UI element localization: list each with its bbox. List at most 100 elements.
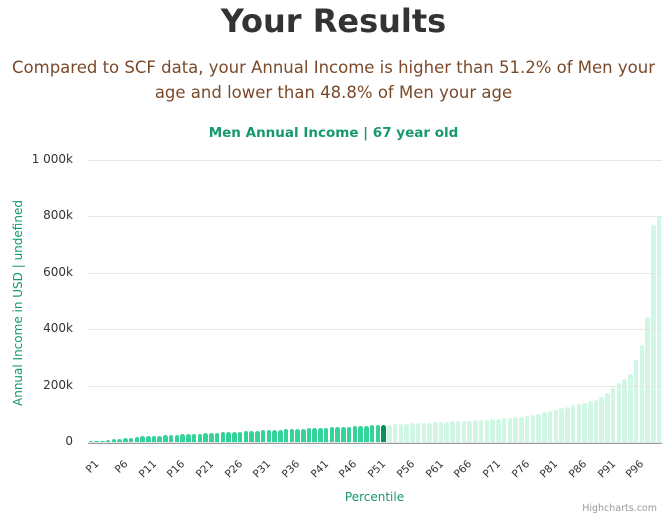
percentile-bar[interactable] <box>507 417 513 442</box>
percentile-bar[interactable] <box>565 406 570 442</box>
percentile-bar[interactable] <box>232 431 237 442</box>
percentile-bar[interactable] <box>593 399 599 442</box>
percentile-bar[interactable] <box>364 425 369 442</box>
percentile-bar[interactable] <box>559 408 564 442</box>
percentile-bar[interactable] <box>639 344 645 442</box>
percentile-bar[interactable] <box>415 423 421 442</box>
percentile-bar[interactable] <box>295 428 300 442</box>
percentile-bar[interactable] <box>197 433 203 442</box>
percentile-bar[interactable] <box>341 426 346 442</box>
percentile-bar[interactable] <box>94 441 99 442</box>
percentile-bar[interactable] <box>622 378 627 442</box>
percentile-bar[interactable] <box>146 436 151 442</box>
percentile-bar[interactable] <box>398 423 404 442</box>
percentile-bar[interactable] <box>633 360 639 442</box>
percentile-bar[interactable] <box>467 420 472 442</box>
percentile-bar[interactable] <box>576 403 582 442</box>
percentile-bar[interactable] <box>123 438 128 442</box>
percentile-bar[interactable] <box>450 421 455 442</box>
percentile-bar[interactable] <box>524 415 530 442</box>
percentile-bar[interactable] <box>616 382 622 442</box>
percentile-bar[interactable] <box>501 418 507 442</box>
percentile-bar[interactable] <box>346 426 352 442</box>
percentile-bar[interactable] <box>289 429 295 442</box>
percentile-bar[interactable] <box>536 413 541 442</box>
percentile-bar[interactable] <box>570 405 576 442</box>
percentile-bar[interactable] <box>496 418 501 442</box>
percentile-bar[interactable] <box>427 422 432 442</box>
percentile-bar[interactable] <box>392 424 398 442</box>
percentile-bar[interactable] <box>421 422 427 442</box>
percentile-bar[interactable] <box>375 425 381 442</box>
percentile-bar[interactable] <box>226 432 231 442</box>
percentile-bar[interactable] <box>438 421 444 442</box>
percentile-bar[interactable] <box>478 420 484 442</box>
percentile-bar[interactable] <box>111 439 117 442</box>
percentile-bar[interactable] <box>312 428 317 442</box>
percentile-bar[interactable] <box>352 426 358 442</box>
percentile-bar[interactable] <box>587 401 593 442</box>
percentile-bar[interactable] <box>186 434 191 442</box>
percentile-bar[interactable] <box>278 429 283 442</box>
percentile-bar[interactable] <box>433 422 438 442</box>
percentile-bar[interactable] <box>410 423 415 442</box>
percentile-bar[interactable] <box>519 416 524 442</box>
percentile-bar[interactable] <box>209 432 214 442</box>
percentile-bar[interactable] <box>323 427 329 442</box>
percentile-bar[interactable] <box>628 374 633 442</box>
percentile-bar[interactable] <box>306 428 312 442</box>
percentile-bar[interactable] <box>266 430 272 442</box>
percentile-bar[interactable] <box>249 431 254 442</box>
percentile-bar[interactable] <box>542 412 547 442</box>
percentile-bar[interactable] <box>387 424 392 442</box>
percentile-bar[interactable] <box>318 427 323 442</box>
percentile-bar[interactable] <box>134 436 140 442</box>
percentile-bar[interactable] <box>168 434 174 442</box>
percentile-bar[interactable] <box>180 434 185 442</box>
percentile-bar[interactable] <box>513 417 518 442</box>
percentile-bar[interactable] <box>329 427 335 442</box>
percentile-bar[interactable] <box>214 432 220 442</box>
percentile-bar[interactable] <box>358 425 363 442</box>
percentile-bar[interactable] <box>220 432 226 442</box>
percentile-bar[interactable] <box>610 388 616 442</box>
percentile-bar[interactable] <box>369 425 375 442</box>
percentile-bar[interactable] <box>157 435 162 442</box>
user-percentile-bar[interactable] <box>381 424 386 442</box>
highcharts-credits-link[interactable]: Highcharts.com <box>582 503 657 514</box>
percentile-bar[interactable] <box>582 402 587 442</box>
percentile-bar[interactable] <box>605 392 610 442</box>
percentile-bar[interactable] <box>645 316 650 442</box>
percentile-bar[interactable] <box>444 421 449 442</box>
percentile-bar[interactable] <box>243 431 249 442</box>
percentile-bar[interactable] <box>461 420 467 442</box>
percentile-bar[interactable] <box>599 396 604 442</box>
percentile-bar[interactable] <box>151 435 157 442</box>
percentile-bar[interactable] <box>174 434 180 442</box>
percentile-bar[interactable] <box>455 421 461 442</box>
percentile-bar[interactable] <box>473 420 478 442</box>
percentile-bar[interactable] <box>490 419 495 442</box>
percentile-bar[interactable] <box>237 431 243 442</box>
percentile-bar[interactable] <box>484 419 490 442</box>
percentile-bar[interactable] <box>140 436 145 442</box>
percentile-bar[interactable] <box>203 433 208 442</box>
percentile-bar[interactable] <box>105 440 111 442</box>
percentile-bar[interactable] <box>163 435 168 442</box>
percentile-bar[interactable] <box>272 429 277 442</box>
percentile-bar[interactable] <box>88 441 94 442</box>
percentile-bar[interactable] <box>128 437 134 442</box>
percentile-bar[interactable] <box>191 433 197 442</box>
percentile-bar[interactable] <box>255 430 260 442</box>
percentile-bar[interactable] <box>260 430 266 442</box>
percentile-bar[interactable] <box>283 429 289 442</box>
percentile-bar[interactable] <box>651 224 656 442</box>
percentile-bar[interactable] <box>335 427 340 442</box>
percentile-bar[interactable] <box>300 428 306 442</box>
percentile-bar[interactable] <box>117 438 122 442</box>
percentile-bar[interactable] <box>100 440 105 442</box>
percentile-bar[interactable] <box>530 414 536 442</box>
percentile-bar[interactable] <box>547 410 553 442</box>
percentile-bar[interactable] <box>404 423 409 442</box>
percentile-bar[interactable] <box>553 409 559 442</box>
